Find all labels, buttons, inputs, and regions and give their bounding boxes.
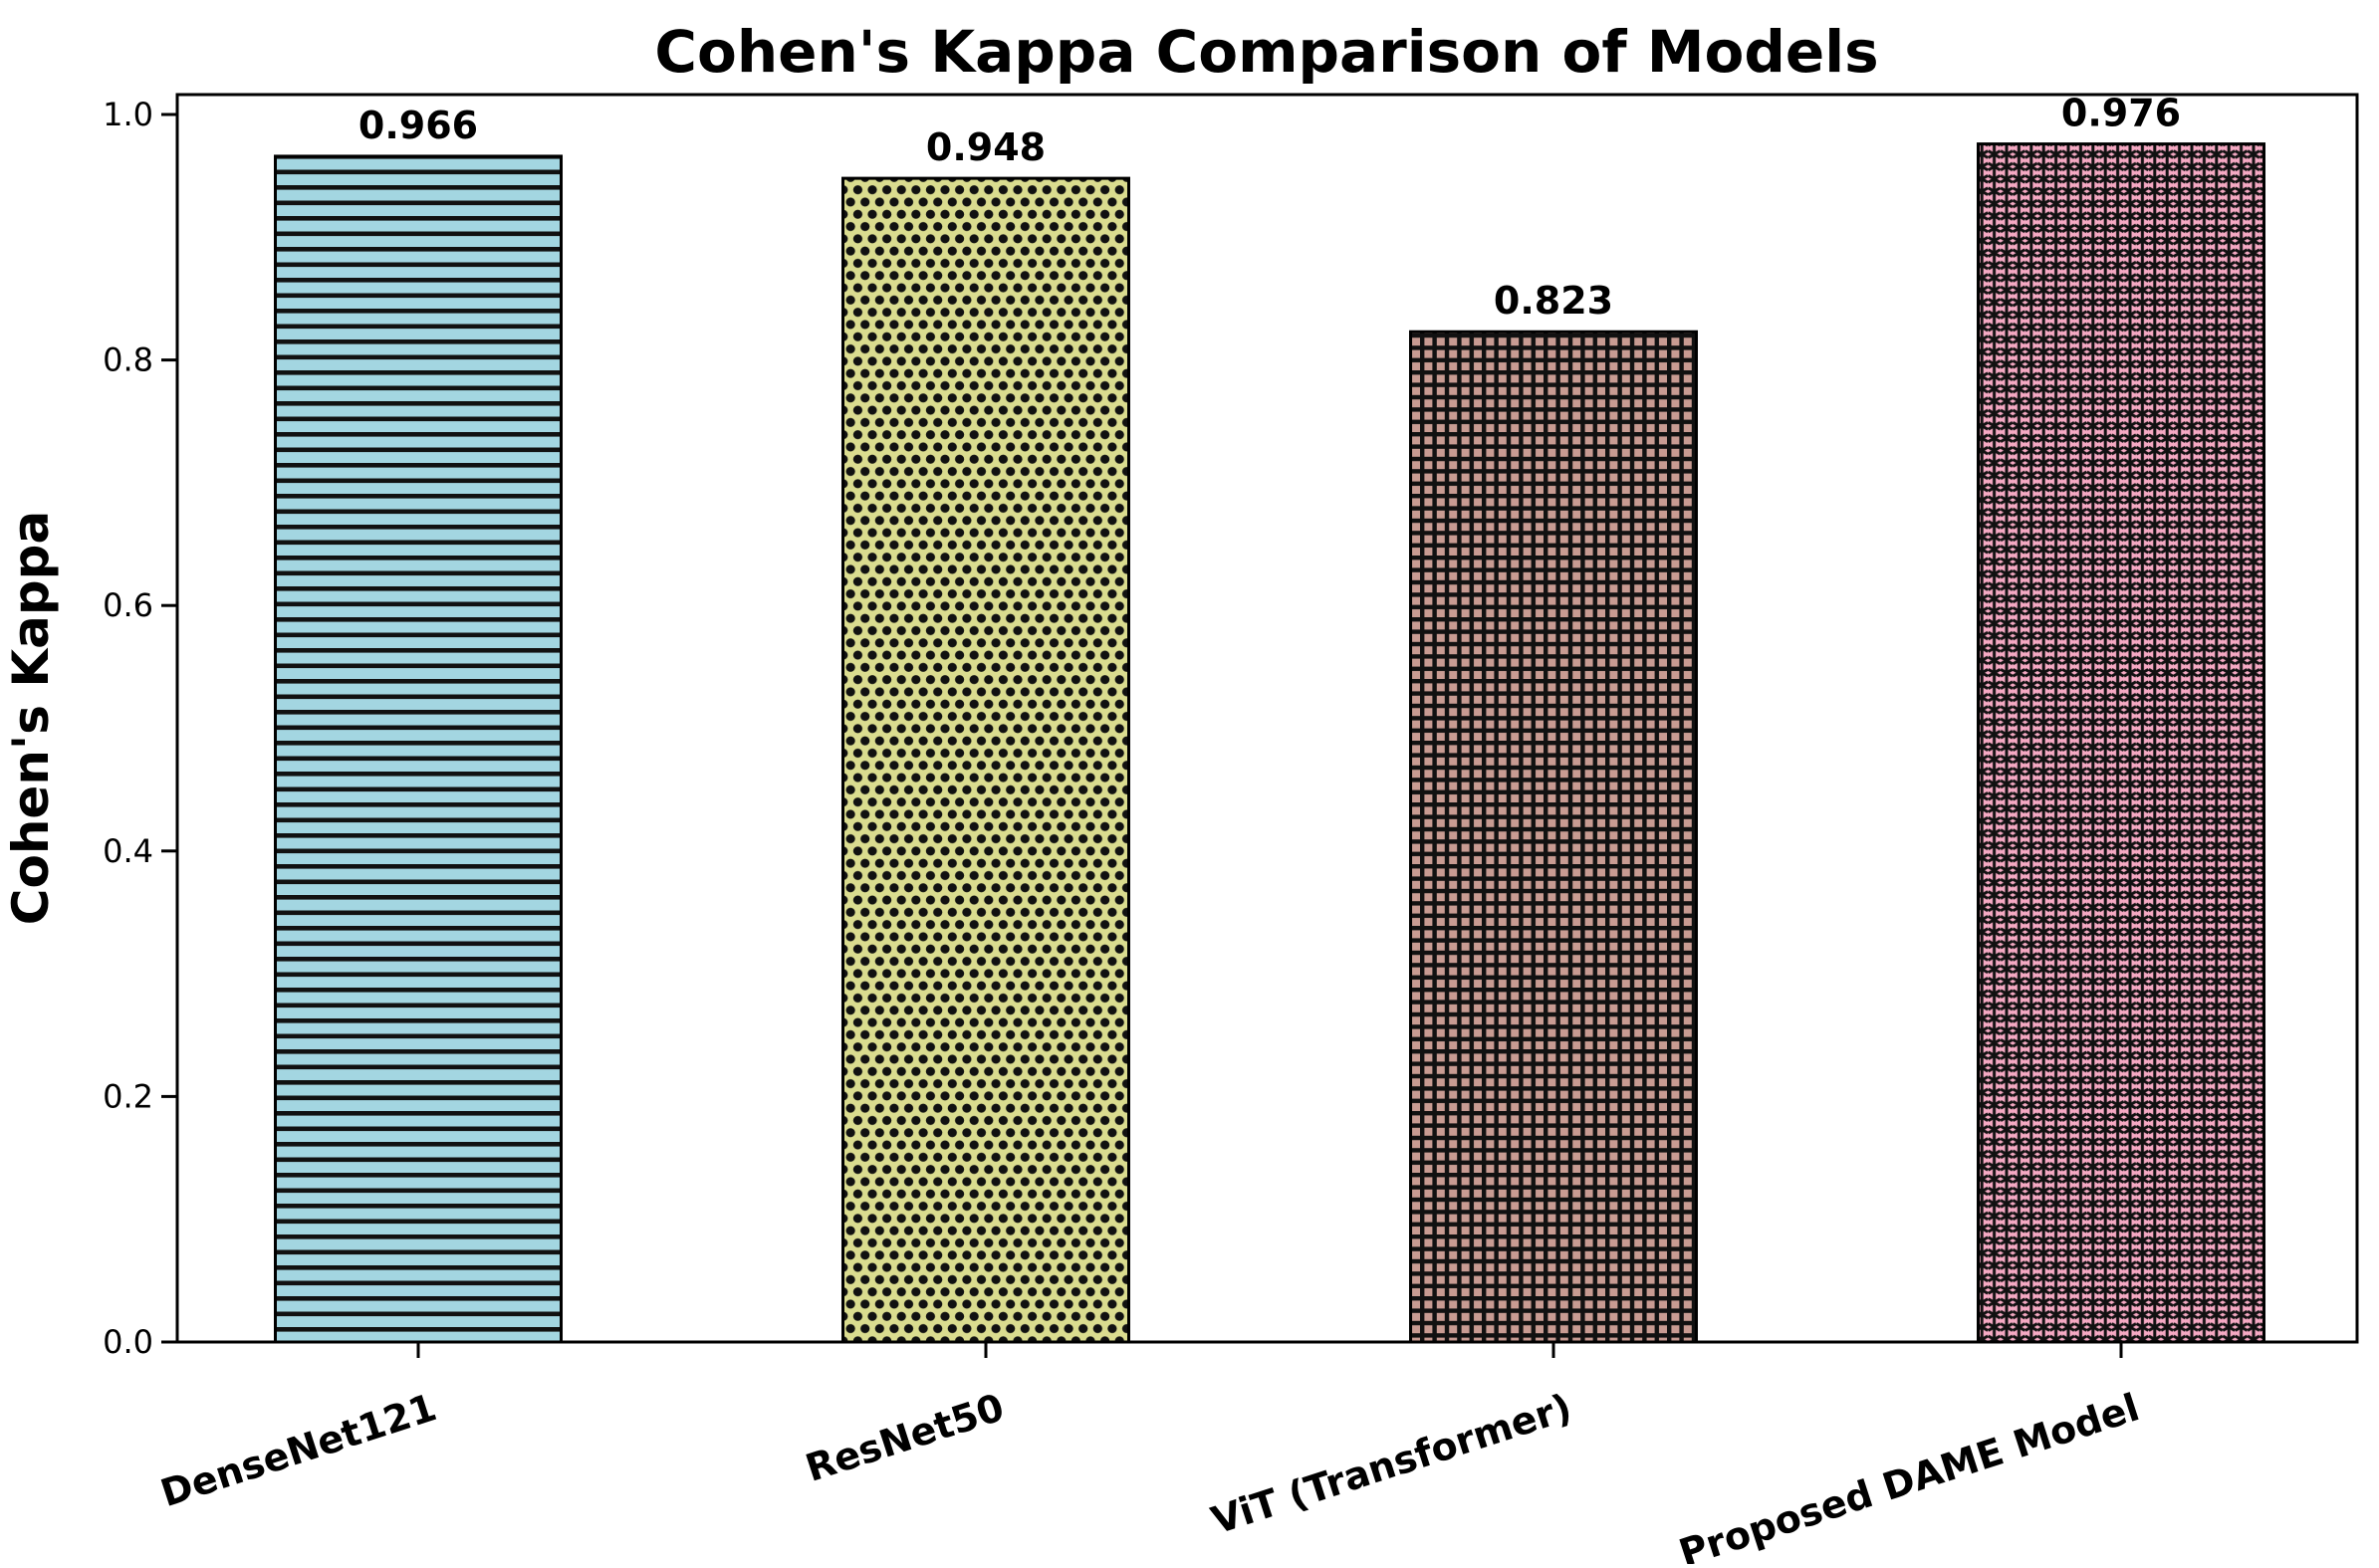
plot-frame bbox=[175, 93, 2359, 1344]
y-tick-label: 0.4 bbox=[103, 832, 153, 870]
y-tick-label: 1.0 bbox=[103, 96, 153, 133]
bar-vit-transformer bbox=[1409, 330, 1698, 1344]
y-tick-label: 0.2 bbox=[103, 1077, 153, 1115]
x-tick-label-proposed-dame-model: Proposed DAME Model bbox=[1674, 1385, 2145, 1564]
y-tick-label: 0.0 bbox=[103, 1323, 153, 1361]
bar-densenet121 bbox=[274, 154, 563, 1344]
bar-value-label: 0.976 bbox=[2061, 92, 2181, 135]
bar-value-label: 0.948 bbox=[926, 125, 1046, 169]
bars-layer: 0.966 0.948 0.823 0.976 bbox=[274, 92, 2265, 1344]
x-tick-label-densenet121: DenseNet121 bbox=[155, 1385, 441, 1515]
bar-proposed-dame-model bbox=[1977, 142, 2265, 1344]
x-tick-label-resnet50: ResNet50 bbox=[801, 1385, 1010, 1490]
bar-value-label: 0.966 bbox=[358, 104, 478, 147]
y-axis-label: Cohen's Kappa bbox=[2, 511, 60, 925]
bar-resnet50 bbox=[841, 176, 1130, 1344]
chart-title: Cohen's Kappa Comparison of Models bbox=[654, 18, 1878, 86]
y-tick-label: 0.6 bbox=[103, 586, 153, 624]
x-tick-label-vit-transformer: ViT (Transformer) bbox=[1206, 1385, 1576, 1542]
bar-value-label: 0.823 bbox=[1494, 279, 1613, 323]
y-tick-label: 0.8 bbox=[103, 341, 153, 379]
